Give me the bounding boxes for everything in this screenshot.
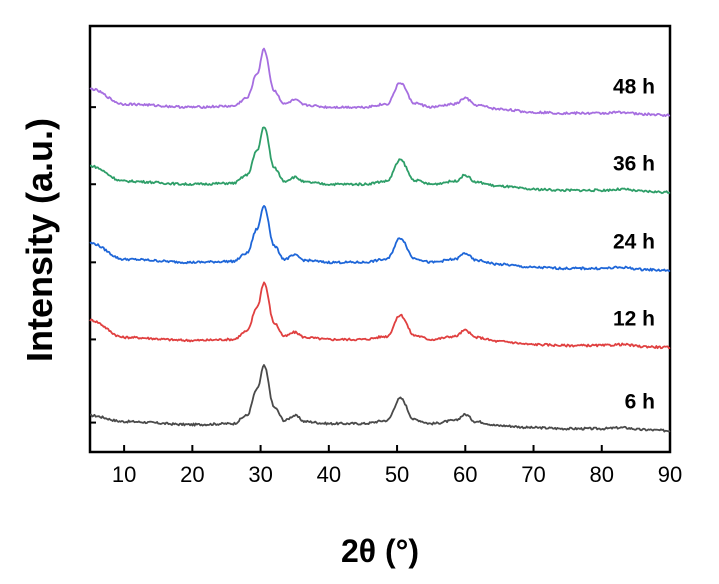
x-tick-label-90: 90 — [658, 462, 682, 487]
series-layer — [89, 47, 671, 433]
plot-frame — [88, 24, 672, 454]
x-tick-label-70: 70 — [521, 462, 545, 487]
labels-layer: 10 20 30 40 50 60 70 80 90 6 h 12 h 24 h 36 h 48 h — [112, 75, 682, 487]
series-label-12h: 12 h — [613, 308, 655, 331]
x-tick-label-40: 40 — [317, 462, 341, 487]
ticks-layer — [90, 106, 671, 452]
x-tick-label-10: 10 — [112, 462, 136, 487]
x-tick-label-80: 80 — [590, 462, 614, 487]
series-line-24h — [89, 204, 671, 273]
x-tick-label-60: 60 — [453, 462, 477, 487]
series-line-48h — [89, 47, 671, 117]
series-label-48h: 48 h — [613, 75, 655, 98]
series-line-6h — [90, 364, 671, 433]
series-line-12h — [89, 281, 671, 350]
series-line-36h — [89, 126, 671, 195]
series-label-6h: 6 h — [625, 391, 655, 414]
x-tick-label-20: 20 — [180, 462, 204, 487]
series-label-24h: 24 h — [613, 230, 655, 253]
series-label-36h: 36 h — [613, 152, 655, 175]
x-tick-label-50: 50 — [385, 462, 409, 487]
y-axis-title: Intensity (a.u.) — [19, 118, 60, 362]
x-tick-label-30: 30 — [248, 462, 272, 487]
x-axis-title: 2θ (°) — [341, 533, 419, 569]
